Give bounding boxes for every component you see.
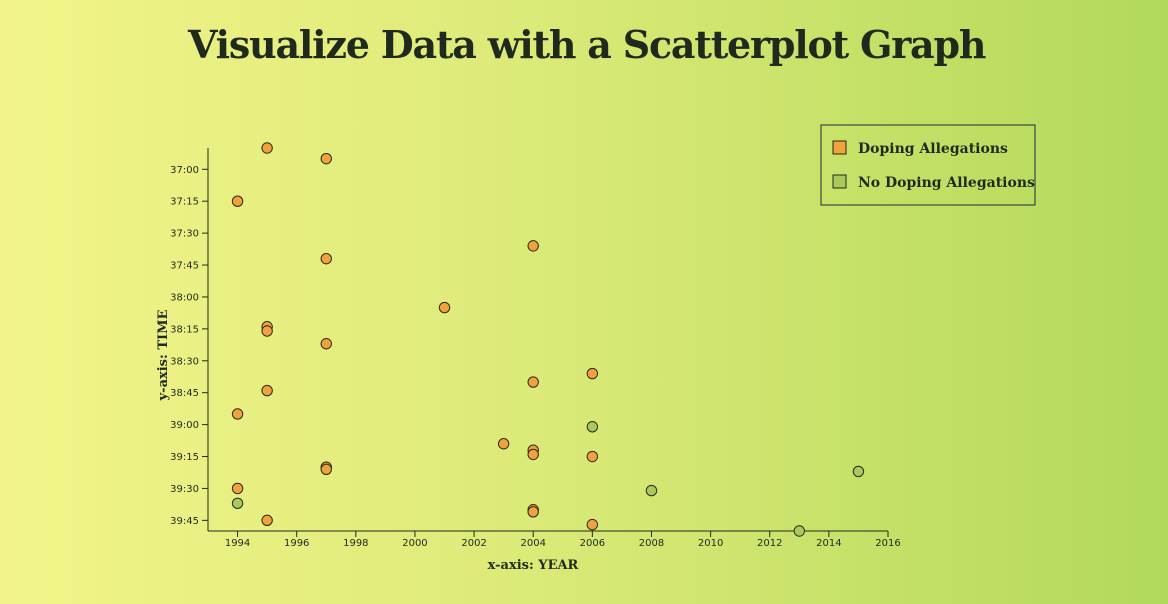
x-tick-label: 1998 [343, 538, 368, 549]
legend-box [820, 124, 1036, 206]
y-tick-label: 38:00 [170, 292, 199, 303]
page-title: Visualize Data with a Scatterplot Graph [188, 22, 986, 67]
x-axis-title: x-axis: YEAR [488, 558, 579, 573]
x-tick-label: 2008 [639, 538, 664, 549]
y-axis: 37:00 37:15 37:30 37:45 38:00 38:15 38:30 38:45… [170, 148, 209, 531]
data-point-doping[interactable] [527, 240, 539, 252]
y-tick-label: 38:30 [170, 356, 199, 367]
x-tick-label: 2010 [698, 538, 723, 549]
data-point-no-doping[interactable] [231, 497, 244, 510]
x-tick-label: 2000 [402, 538, 427, 549]
data-point-doping[interactable] [320, 463, 332, 475]
legend-swatch-doping [832, 140, 847, 155]
x-tick-label: 2016 [875, 538, 900, 549]
y-tick-label: 37:15 [170, 197, 199, 208]
x-tick-label: 1994 [225, 538, 250, 549]
data-point-doping[interactable] [261, 142, 273, 154]
y-tick-label: 39:45 [170, 516, 199, 527]
data-point-doping[interactable] [231, 408, 244, 420]
x-tick-label: 2014 [816, 538, 841, 549]
data-point-no-doping[interactable] [645, 484, 658, 497]
y-tick-label: 37:30 [170, 229, 199, 240]
data-point-doping[interactable] [586, 450, 599, 463]
x-tick-label: 1996 [284, 538, 309, 549]
y-tick-label: 37:45 [170, 261, 199, 272]
y-tick-label: 38:15 [170, 324, 199, 335]
data-point-doping[interactable] [497, 438, 510, 450]
data-point-doping[interactable] [586, 518, 599, 531]
data-point-doping[interactable] [231, 195, 244, 207]
data-point-doping[interactable] [231, 482, 244, 495]
legend-swatch-no-doping [832, 174, 847, 189]
x-axis: 1994 1996 1998 2000 2002 2004 2006 2008 2010 2012… [208, 530, 901, 549]
data-point-doping[interactable] [527, 506, 539, 518]
data-points [231, 142, 865, 537]
x-tick-label: 2002 [461, 538, 486, 549]
data-point-doping[interactable] [320, 252, 332, 265]
data-point-doping[interactable] [527, 448, 539, 461]
x-tick-label: 2004 [520, 538, 545, 549]
data-point-doping[interactable] [261, 384, 273, 397]
y-tick-label: 38:45 [170, 388, 199, 399]
data-point-doping[interactable] [320, 338, 332, 350]
data-point-no-doping[interactable] [586, 421, 599, 433]
data-point-doping[interactable] [586, 367, 599, 380]
y-tick-label: 39:00 [170, 420, 199, 431]
x-tick-label: 2012 [757, 538, 782, 549]
data-point-doping[interactable] [261, 514, 273, 527]
data-point-doping[interactable] [261, 325, 273, 337]
legend: Doping Allegations No Doping Allegations [820, 124, 1036, 206]
data-point-no-doping[interactable] [793, 525, 806, 537]
legend-label-no-doping: No Doping Allegations [858, 175, 1035, 191]
data-point-doping[interactable] [527, 376, 539, 388]
data-point-doping[interactable] [438, 301, 451, 314]
y-tick-label: 39:15 [170, 452, 199, 463]
x-tick-label: 2006 [580, 538, 605, 549]
y-axis-title: y-axis: TIME [156, 310, 171, 402]
y-tick-label: 37:00 [170, 165, 199, 176]
data-point-no-doping[interactable] [852, 465, 865, 478]
data-point-doping[interactable] [320, 152, 332, 165]
y-tick-label: 39:30 [170, 484, 199, 495]
legend-label-doping: Doping Allegations [858, 141, 1008, 157]
